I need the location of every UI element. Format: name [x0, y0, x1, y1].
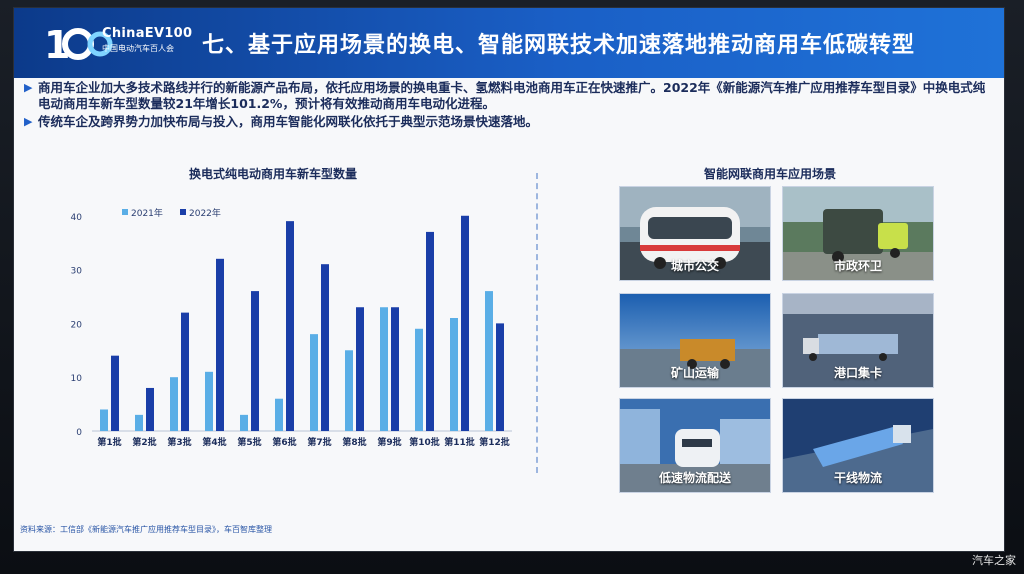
bar-2022年-第3批: [181, 312, 189, 431]
triangle-bullet-icon: ▶: [24, 115, 33, 128]
bar-2022年-第2批: [146, 387, 154, 431]
bar-2021年-第9批: [380, 307, 388, 431]
legend-swatch: [180, 209, 186, 215]
scenario-label: 矿山运输: [670, 366, 719, 380]
bar-2021年-第8批: [345, 350, 353, 431]
bar-2022年-第7批: [321, 264, 329, 431]
delivery-robot-photo-icon: [620, 399, 770, 492]
x-tick-label: 第6批: [272, 436, 296, 448]
scenario-tile-city-bus: 城市公交: [619, 186, 771, 281]
scenario-tile-mining: 矿山运输: [619, 293, 771, 388]
bar-2021年-第3批: [170, 377, 178, 431]
x-tick-label: 第11批: [444, 436, 475, 448]
y-tick-label: 30: [71, 267, 83, 277]
y-tick-label: 10: [71, 374, 83, 384]
bar-2021年-第10批: [415, 328, 423, 431]
logo-name: ChinaEV100: [102, 26, 193, 41]
x-tick-label: 第3批: [167, 436, 191, 448]
scenario-tile-port: 港口集卡: [782, 293, 934, 388]
logo-text: ChinaEV100 中国电动汽车百人会: [102, 26, 192, 54]
bar-2021年-第11批: [450, 318, 458, 431]
section-divider: [536, 173, 538, 473]
scenario-label: 低速物流配送: [658, 471, 731, 485]
logo-subtitle: 中国电动汽车百人会: [102, 44, 174, 53]
bar-2021年-第12批: [485, 291, 493, 431]
bar-2021年-第7批: [310, 334, 318, 431]
y-tick-label: 20: [71, 320, 83, 330]
slide-header: 1 ChinaEV100 中国电动汽车百人会 七、基于应用场景的换电、智能网联技…: [14, 8, 1004, 78]
sanitation-truck-photo-icon: [783, 187, 933, 280]
bar-2022年-第9批: [391, 307, 399, 431]
bar-2022年-第10批: [426, 231, 434, 431]
x-tick-label: 第5批: [237, 436, 261, 448]
scenarios-title: 智能网联商用车应用场景: [704, 167, 837, 181]
x-tick-label: 第8批: [342, 436, 366, 448]
legend-swatch: [122, 209, 128, 215]
chart-title: 换电式纯电动商用车新车型数量: [189, 167, 358, 181]
bar-2021年-第5批: [240, 414, 248, 431]
scenario-tile-trunk: 干线物流: [782, 398, 934, 493]
x-tick-label: 第1批: [97, 436, 121, 448]
watermark-text: 汽车之家: [972, 554, 1016, 567]
page-title: 七、基于应用场景的换电、智能网联技术加速落地推动商用车低碳转型: [202, 33, 916, 58]
bullet-item: ▶ 传统车企及跨界势力加快布局与投入，商用车智能化网联化依托于典型示范场景快速落…: [24, 114, 994, 130]
mining-truck-photo-icon: [620, 294, 770, 387]
bar-2021年-第6批: [275, 398, 283, 431]
bar-2022年-第6批: [286, 221, 294, 431]
bar-2022年-第4批: [216, 258, 224, 431]
x-tick-label: 第7批: [307, 436, 331, 448]
trunk-logistics-photo-icon: [783, 399, 933, 492]
scenario-tile-sanitation: 市政环卫: [782, 186, 934, 281]
bar-2021年-第2批: [135, 414, 143, 431]
scenario-label: 市政环卫: [833, 259, 882, 273]
bus-photo-icon: [620, 187, 770, 280]
bar-2021年-第1批: [100, 409, 108, 431]
bar-chart: 0 10 20 30 40 第1批 第2批 第3批 第4批 第5批 第6批 第7批 第8批 第9批 第10批…: [71, 207, 512, 448]
y-tick-label: 0: [76, 428, 82, 438]
x-tick-label: 第10批: [409, 436, 440, 448]
bar-2021年-第4批: [205, 371, 213, 431]
x-tick-label: 第9批: [377, 436, 401, 448]
scenario-label: 港口集卡: [833, 366, 882, 380]
y-tick-label: 40: [71, 213, 83, 223]
bullet-item: ▶ 商用车企业加大多技术路线并行的新能源产品布局，依托应用场景的换电重卡、氢燃料…: [24, 80, 994, 112]
bar-2022年-第5批: [251, 291, 259, 431]
ev100-logo: 1: [44, 23, 113, 66]
scenario-tile-delivery: 低速物流配送: [619, 398, 771, 493]
bullet-text: 商用车企业加大多技术路线并行的新能源产品布局，依托应用场景的换电重卡、氢燃料电池…: [38, 80, 986, 111]
bar-2022年-第11批: [461, 215, 469, 431]
presentation-slide: 1 ChinaEV100 中国电动汽车百人会 七、基于应用场景的换电、智能网联技…: [14, 8, 1004, 551]
triangle-bullet-icon: ▶: [24, 81, 33, 94]
bullet-list: ▶ 商用车企业加大多技术路线并行的新能源产品布局，依托应用场景的换电重卡、氢燃料…: [24, 80, 994, 132]
scenario-label: 干线物流: [833, 471, 882, 485]
port-truck-photo-icon: [783, 294, 933, 387]
scenario-label: 城市公交: [670, 259, 719, 273]
x-tick-label: 第12批: [479, 436, 510, 448]
bullet-text: 传统车企及跨界势力加快布局与投入，商用车智能化网联化依托于典型示范场景快速落地。: [38, 114, 539, 129]
legend-label: 2021年: [131, 207, 163, 219]
legend-label: 2022年: [189, 207, 221, 219]
x-tick-label: 第4批: [202, 436, 226, 448]
source-note: 资料来源：工信部《新能源汽车推广应用推荐车型目录》，车百智库整理: [20, 525, 272, 534]
bar-2022年-第12批: [496, 323, 504, 431]
bar-2022年-第1批: [111, 355, 119, 431]
x-tick-label: 第2批: [132, 436, 156, 448]
bar-2022年-第8批: [356, 307, 364, 431]
